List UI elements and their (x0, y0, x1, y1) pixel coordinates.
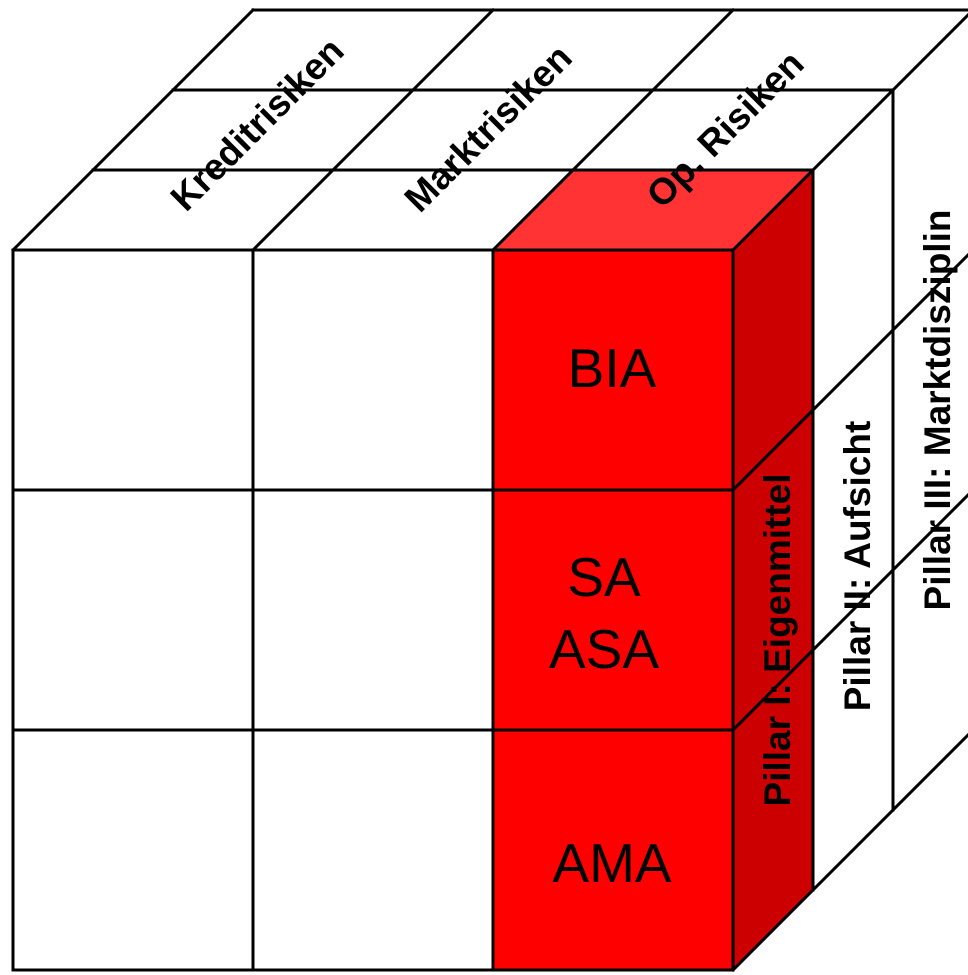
op-risk-front-face (493, 250, 733, 970)
cell-asa: ASA (549, 618, 659, 680)
label-pillar-two: Pillar II: Aufsicht (837, 421, 878, 712)
label-pillar-three: Pillar III: Marktdisziplin (917, 210, 958, 611)
label-pillar-one: Pillar I: Eigenmittel (757, 473, 798, 806)
cell-ama: AMA (552, 832, 672, 894)
cube-grid-lines (10, 7, 968, 973)
op-risk-top-face (493, 170, 813, 250)
pillar-one-side-face (733, 170, 813, 970)
cell-sa: SA (567, 546, 641, 608)
cell-bia: BIA (568, 337, 657, 399)
label-kreditrisiken: Kreditrisiken (163, 30, 352, 219)
